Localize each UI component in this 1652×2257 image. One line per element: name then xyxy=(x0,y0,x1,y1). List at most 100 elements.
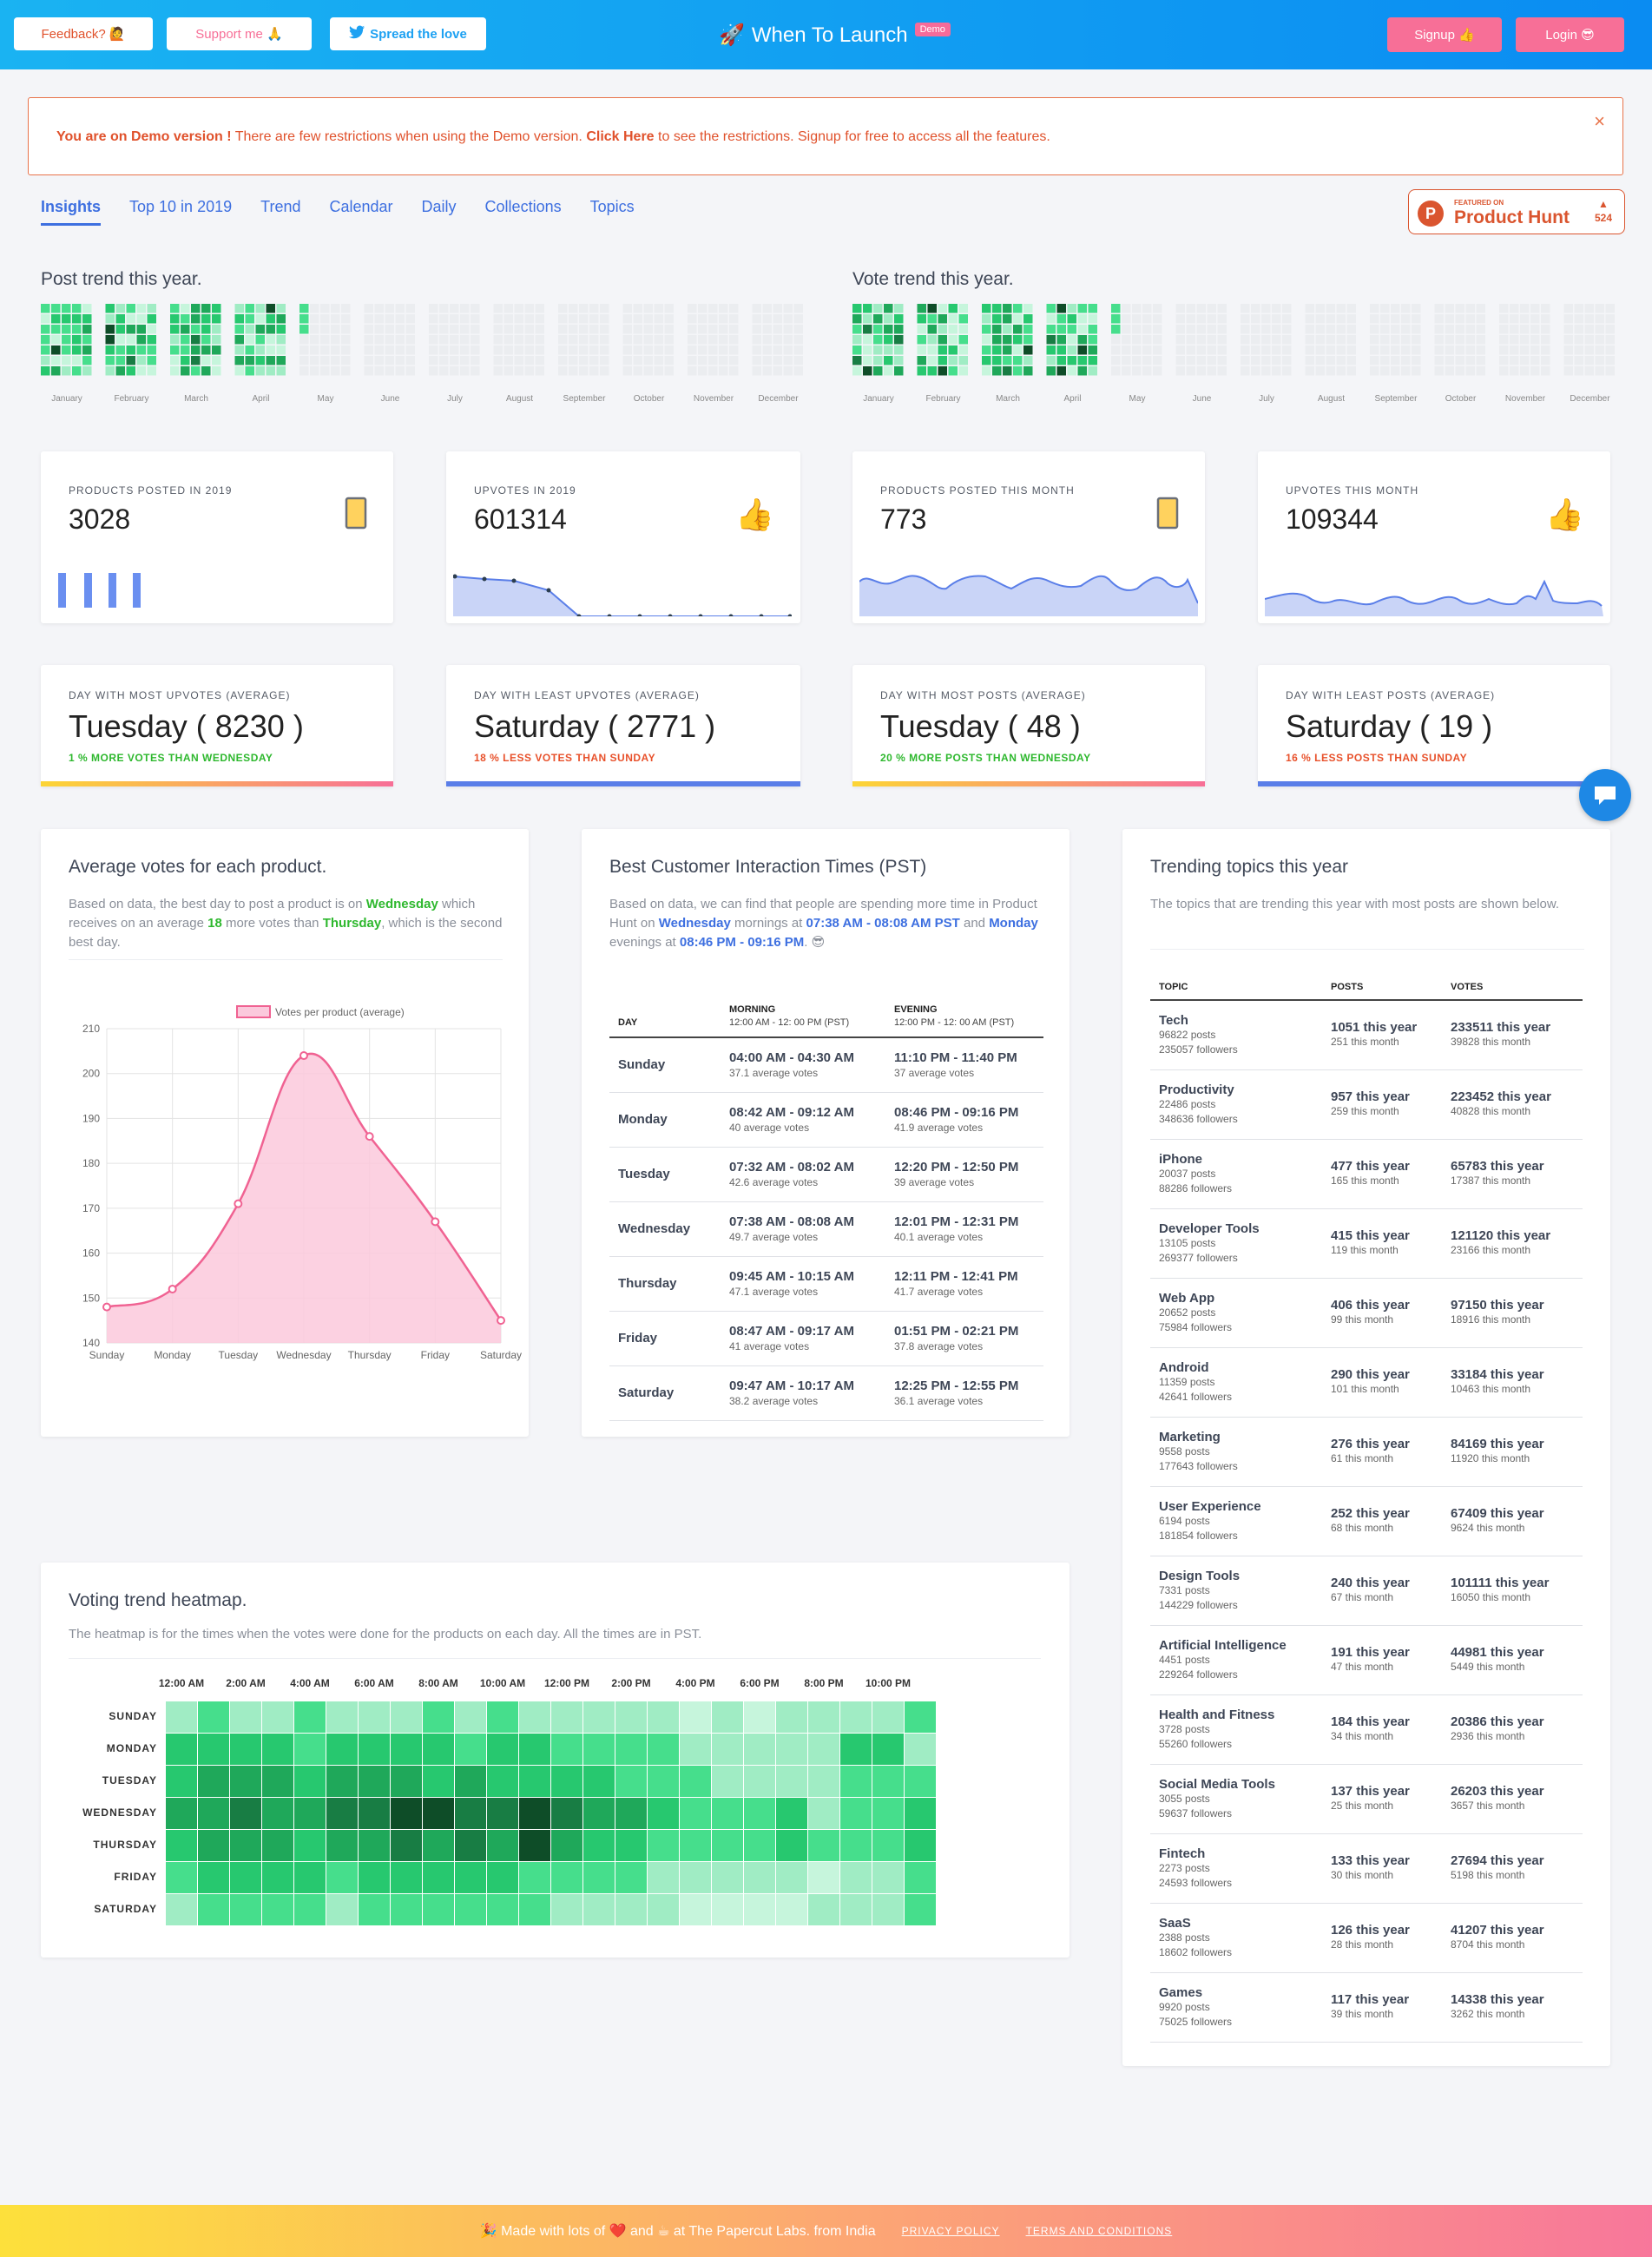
trend-day-cell[interactable] xyxy=(1434,366,1445,376)
privacy-policy-link[interactable]: PRIVACY POLICY xyxy=(901,2225,1000,2237)
trend-day-cell[interactable] xyxy=(708,366,718,376)
trend-day-cell[interactable] xyxy=(1013,366,1023,376)
heatmap-cell[interactable] xyxy=(391,1894,422,1925)
trend-day-cell[interactable] xyxy=(310,345,319,355)
trend-day-cell[interactable] xyxy=(1499,325,1509,334)
trend-day-cell[interactable] xyxy=(600,304,609,313)
topic-row[interactable]: Games 9920 posts 75025 followers 117 this y… xyxy=(1150,1972,1583,2043)
trend-day-cell[interactable] xyxy=(170,345,180,355)
trend-day-cell[interactable] xyxy=(471,314,480,324)
trend-day-cell[interactable] xyxy=(783,335,793,345)
trend-day-cell[interactable] xyxy=(62,366,71,376)
trend-day-cell[interactable] xyxy=(266,366,276,376)
trend-day-cell[interactable] xyxy=(1530,345,1540,355)
trend-day-cell[interactable] xyxy=(266,335,276,345)
trend-day-cell[interactable] xyxy=(1520,356,1530,365)
trend-day-cell[interactable] xyxy=(1530,356,1540,365)
heatmap-cell[interactable] xyxy=(391,1701,422,1733)
heatmap-cell[interactable] xyxy=(776,1830,807,1861)
topic-row[interactable]: Design Tools 7331 posts 144229 followers 24… xyxy=(1150,1556,1583,1626)
trend-day-cell[interactable] xyxy=(1305,345,1315,355)
trend-day-cell[interactable] xyxy=(992,366,1002,376)
trend-day-cell[interactable] xyxy=(1305,356,1315,365)
trend-day-cell[interactable] xyxy=(1510,366,1519,376)
trend-day-cell[interactable] xyxy=(1465,325,1476,334)
trend-day-cell[interactable] xyxy=(1412,325,1421,334)
trend-day-cell[interactable] xyxy=(773,304,783,313)
trend-day-cell[interactable] xyxy=(1003,356,1012,365)
trend-day-cell[interactable] xyxy=(439,345,449,355)
trend-day-cell[interactable] xyxy=(589,304,599,313)
trend-day-cell[interactable] xyxy=(927,366,938,376)
trend-day-cell[interactable] xyxy=(374,356,385,365)
trend-day-cell[interactable] xyxy=(41,314,50,324)
trend-day-cell[interactable] xyxy=(1142,345,1152,355)
trend-day-cell[interactable] xyxy=(719,325,728,334)
heatmap-cell[interactable] xyxy=(359,1766,390,1797)
trend-day-cell[interactable] xyxy=(1315,345,1326,355)
trend-day-cell[interactable] xyxy=(1434,325,1445,334)
heatmap-cell[interactable] xyxy=(166,1766,197,1797)
trend-day-cell[interactable] xyxy=(633,356,643,365)
trend-day-cell[interactable] xyxy=(1175,366,1186,376)
heatmap-cell[interactable] xyxy=(840,1734,872,1765)
heatmap-cell[interactable] xyxy=(391,1766,422,1797)
trend-day-cell[interactable] xyxy=(471,325,480,334)
tab-insights[interactable]: Insights xyxy=(41,198,102,226)
trend-day-cell[interactable] xyxy=(783,304,793,313)
trend-day-cell[interactable] xyxy=(385,366,395,376)
trend-day-cell[interactable] xyxy=(1241,345,1250,355)
heatmap-cell[interactable] xyxy=(648,1734,679,1765)
trend-day-cell[interactable] xyxy=(558,325,568,334)
trend-day-cell[interactable] xyxy=(982,356,991,365)
trend-day-cell[interactable] xyxy=(1046,314,1056,324)
trend-day-cell[interactable] xyxy=(299,314,309,324)
trend-day-cell[interactable] xyxy=(873,335,883,345)
trend-day-cell[interactable] xyxy=(395,304,405,313)
heatmap-cell[interactable] xyxy=(615,1766,647,1797)
trend-day-cell[interactable] xyxy=(82,345,92,355)
heatmap-cell[interactable] xyxy=(648,1862,679,1893)
trend-day-cell[interactable] xyxy=(1175,304,1186,313)
trend-day-cell[interactable] xyxy=(234,314,245,324)
trend-day-cell[interactable] xyxy=(450,304,459,313)
trend-day-cell[interactable] xyxy=(688,366,697,376)
heatmap-cell[interactable] xyxy=(198,1830,229,1861)
trend-day-cell[interactable] xyxy=(524,314,535,324)
trend-day-cell[interactable] xyxy=(1510,325,1519,334)
trend-day-cell[interactable] xyxy=(698,366,708,376)
trend-day-cell[interactable] xyxy=(1023,345,1033,355)
heatmap-cell[interactable] xyxy=(455,1830,486,1861)
trend-day-cell[interactable] xyxy=(1541,345,1550,355)
trend-day-cell[interactable] xyxy=(1401,335,1411,345)
trend-day-cell[interactable] xyxy=(181,314,190,324)
trend-day-cell[interactable] xyxy=(524,325,535,334)
trend-day-cell[interactable] xyxy=(1142,304,1152,313)
trend-day-cell[interactable] xyxy=(170,356,180,365)
trend-day-cell[interactable] xyxy=(982,325,991,334)
heatmap-cell[interactable] xyxy=(583,1862,615,1893)
trend-day-cell[interactable] xyxy=(115,366,126,376)
trend-day-cell[interactable] xyxy=(429,345,438,355)
trend-day-cell[interactable] xyxy=(1088,304,1098,313)
trend-day-cell[interactable] xyxy=(948,325,958,334)
trend-day-cell[interactable] xyxy=(1412,335,1421,345)
trend-day-cell[interactable] xyxy=(1563,356,1574,365)
trend-day-cell[interactable] xyxy=(126,335,136,345)
trend-day-cell[interactable] xyxy=(1217,314,1227,324)
trend-day-cell[interactable] xyxy=(181,366,190,376)
trend-day-cell[interactable] xyxy=(1455,325,1465,334)
trend-day-cell[interactable] xyxy=(633,345,643,355)
trend-day-cell[interactable] xyxy=(1541,314,1550,324)
trend-day-cell[interactable] xyxy=(1455,314,1465,324)
trend-day-cell[interactable] xyxy=(1196,314,1207,324)
heatmap-cell[interactable] xyxy=(808,1701,839,1733)
trend-day-cell[interactable] xyxy=(72,314,82,324)
trend-day-cell[interactable] xyxy=(299,304,309,313)
trend-day-cell[interactable] xyxy=(958,314,969,324)
trend-day-cell[interactable] xyxy=(1207,304,1217,313)
heatmap-cell[interactable] xyxy=(712,1766,743,1797)
trend-day-cell[interactable] xyxy=(1380,356,1390,365)
trend-day-cell[interactable] xyxy=(439,366,449,376)
trend-day-cell[interactable] xyxy=(1186,345,1196,355)
